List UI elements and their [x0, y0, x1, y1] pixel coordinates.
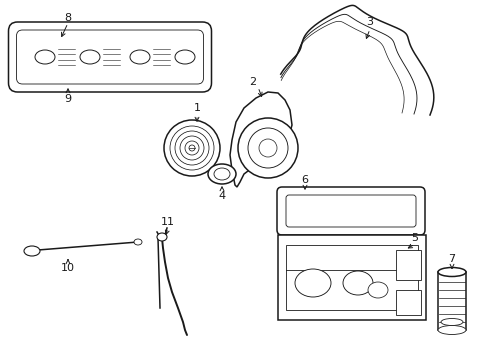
FancyBboxPatch shape [17, 30, 203, 84]
Text: 1: 1 [193, 103, 200, 113]
PathPatch shape [229, 92, 291, 187]
Ellipse shape [170, 126, 214, 170]
Text: 5: 5 [411, 233, 418, 243]
FancyBboxPatch shape [276, 187, 424, 235]
Ellipse shape [80, 50, 100, 64]
Bar [278, 235, 425, 320]
Bar [285, 245, 417, 310]
Ellipse shape [180, 136, 203, 160]
Ellipse shape [207, 164, 236, 184]
Ellipse shape [175, 131, 208, 165]
Text: 11: 11 [161, 217, 175, 227]
Ellipse shape [342, 271, 372, 295]
Ellipse shape [189, 145, 195, 151]
Ellipse shape [259, 139, 276, 157]
Text: 8: 8 [64, 13, 71, 23]
Ellipse shape [437, 325, 465, 334]
Ellipse shape [175, 50, 195, 64]
Ellipse shape [157, 233, 167, 241]
Text: 4: 4 [218, 191, 225, 201]
Bar [395, 250, 420, 280]
Ellipse shape [367, 282, 387, 298]
Ellipse shape [35, 50, 55, 64]
Text: 7: 7 [447, 254, 455, 264]
Text: 3: 3 [366, 17, 373, 27]
Bar [395, 290, 420, 315]
Ellipse shape [24, 246, 40, 256]
Text: 9: 9 [64, 94, 71, 104]
Ellipse shape [130, 50, 150, 64]
Bar [437, 272, 465, 330]
FancyBboxPatch shape [8, 22, 211, 92]
Ellipse shape [440, 319, 462, 325]
Ellipse shape [184, 141, 199, 155]
Text: 10: 10 [61, 263, 75, 273]
Ellipse shape [134, 239, 142, 245]
Ellipse shape [214, 168, 229, 180]
Ellipse shape [238, 118, 297, 178]
Text: 2: 2 [249, 77, 256, 87]
Text: 6: 6 [301, 175, 308, 185]
Ellipse shape [247, 128, 287, 168]
FancyBboxPatch shape [285, 195, 415, 227]
Ellipse shape [294, 269, 330, 297]
Ellipse shape [163, 120, 220, 176]
Ellipse shape [437, 267, 465, 276]
